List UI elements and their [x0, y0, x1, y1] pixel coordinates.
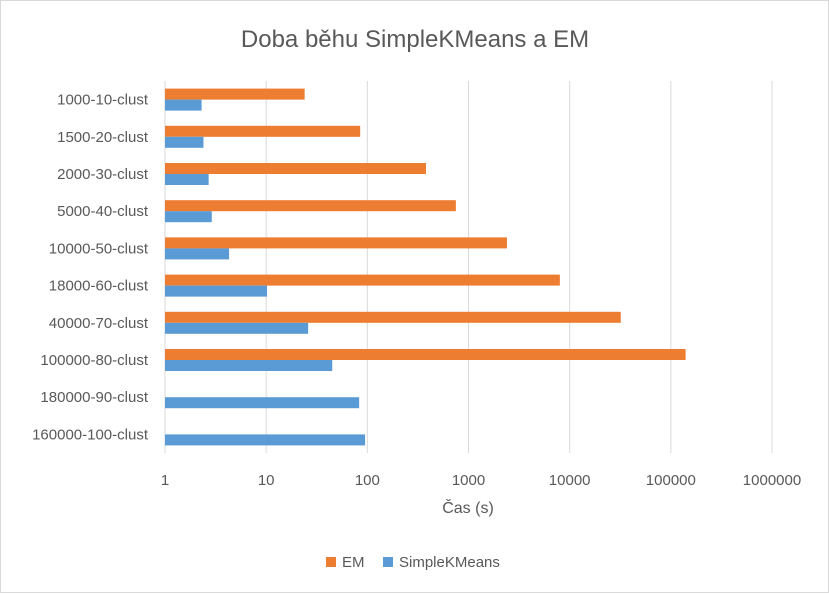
x-tick-label: 1: [161, 472, 169, 489]
legend-swatch-simplekmeans: [383, 557, 393, 567]
bar-simplekmeans-180000-90-clust: [165, 397, 360, 409]
category-labels: 1000-10-clust 1500-20-clust 2000-30-clust 5…: [32, 92, 149, 444]
category-label: 180000-90-clust: [40, 389, 148, 406]
bar-em-18000-60-clust: [165, 274, 560, 286]
category-label: 18000-60-clust: [49, 278, 149, 295]
bar-em-1000-10-clust: [165, 88, 305, 100]
x-tick-labels: 1 10 100 1000 10000 100000 1000000: [161, 472, 801, 489]
bar-em-5000-40-clust: [165, 200, 456, 212]
bar-em-10000-50-clust: [165, 237, 507, 249]
bar-simplekmeans-1500-20-clust: [165, 136, 204, 148]
x-axis-label: Čas (s): [442, 498, 494, 517]
x-tick-label: 10: [258, 472, 275, 489]
category-label: 160000-100-clust: [32, 426, 149, 443]
bar-em-100000-80-clust: [165, 349, 686, 360]
category-label: 1500-20-clust: [57, 129, 149, 146]
bar-layer: [165, 88, 686, 446]
bar-simplekmeans-5000-40-clust: [165, 211, 212, 223]
bar-simplekmeans-100000-80-clust: [165, 360, 333, 371]
category-label: 40000-70-clust: [49, 315, 149, 332]
x-tick-label: 100: [355, 472, 380, 489]
legend: EM SimpleKMeans: [326, 554, 500, 571]
x-tick-label: 100000: [646, 472, 696, 489]
x-tick-label: 1000: [452, 472, 485, 489]
bar-simplekmeans-160000-100-clust: [165, 434, 366, 446]
bar-em-40000-70-clust: [165, 311, 621, 323]
bar-simplekmeans-2000-30-clust: [165, 174, 209, 185]
legend-swatch-em: [326, 557, 336, 567]
x-tick-label: 1000000: [743, 472, 801, 489]
category-label: 5000-40-clust: [57, 203, 149, 220]
category-label: 100000-80-clust: [40, 352, 148, 369]
bar-simplekmeans-18000-60-clust: [165, 285, 268, 297]
bar-simplekmeans-1000-10-clust: [165, 99, 202, 111]
x-tick-label: 10000: [549, 472, 591, 489]
bar-em-1500-20-clust: [165, 125, 361, 137]
category-label: 2000-30-clust: [57, 166, 149, 183]
chart-title: Doba běhu SimpleKMeans a EM: [241, 26, 589, 53]
legend-label-em: EM: [342, 554, 365, 571]
bar-em-2000-30-clust: [165, 163, 426, 174]
legend-label-simplekmeans: SimpleKMeans: [399, 554, 500, 571]
bar-simplekmeans-10000-50-clust: [165, 248, 230, 260]
bar-simplekmeans-40000-70-clust: [165, 322, 309, 334]
category-label: 1000-10-clust: [57, 92, 149, 109]
category-label: 10000-50-clust: [49, 240, 149, 257]
